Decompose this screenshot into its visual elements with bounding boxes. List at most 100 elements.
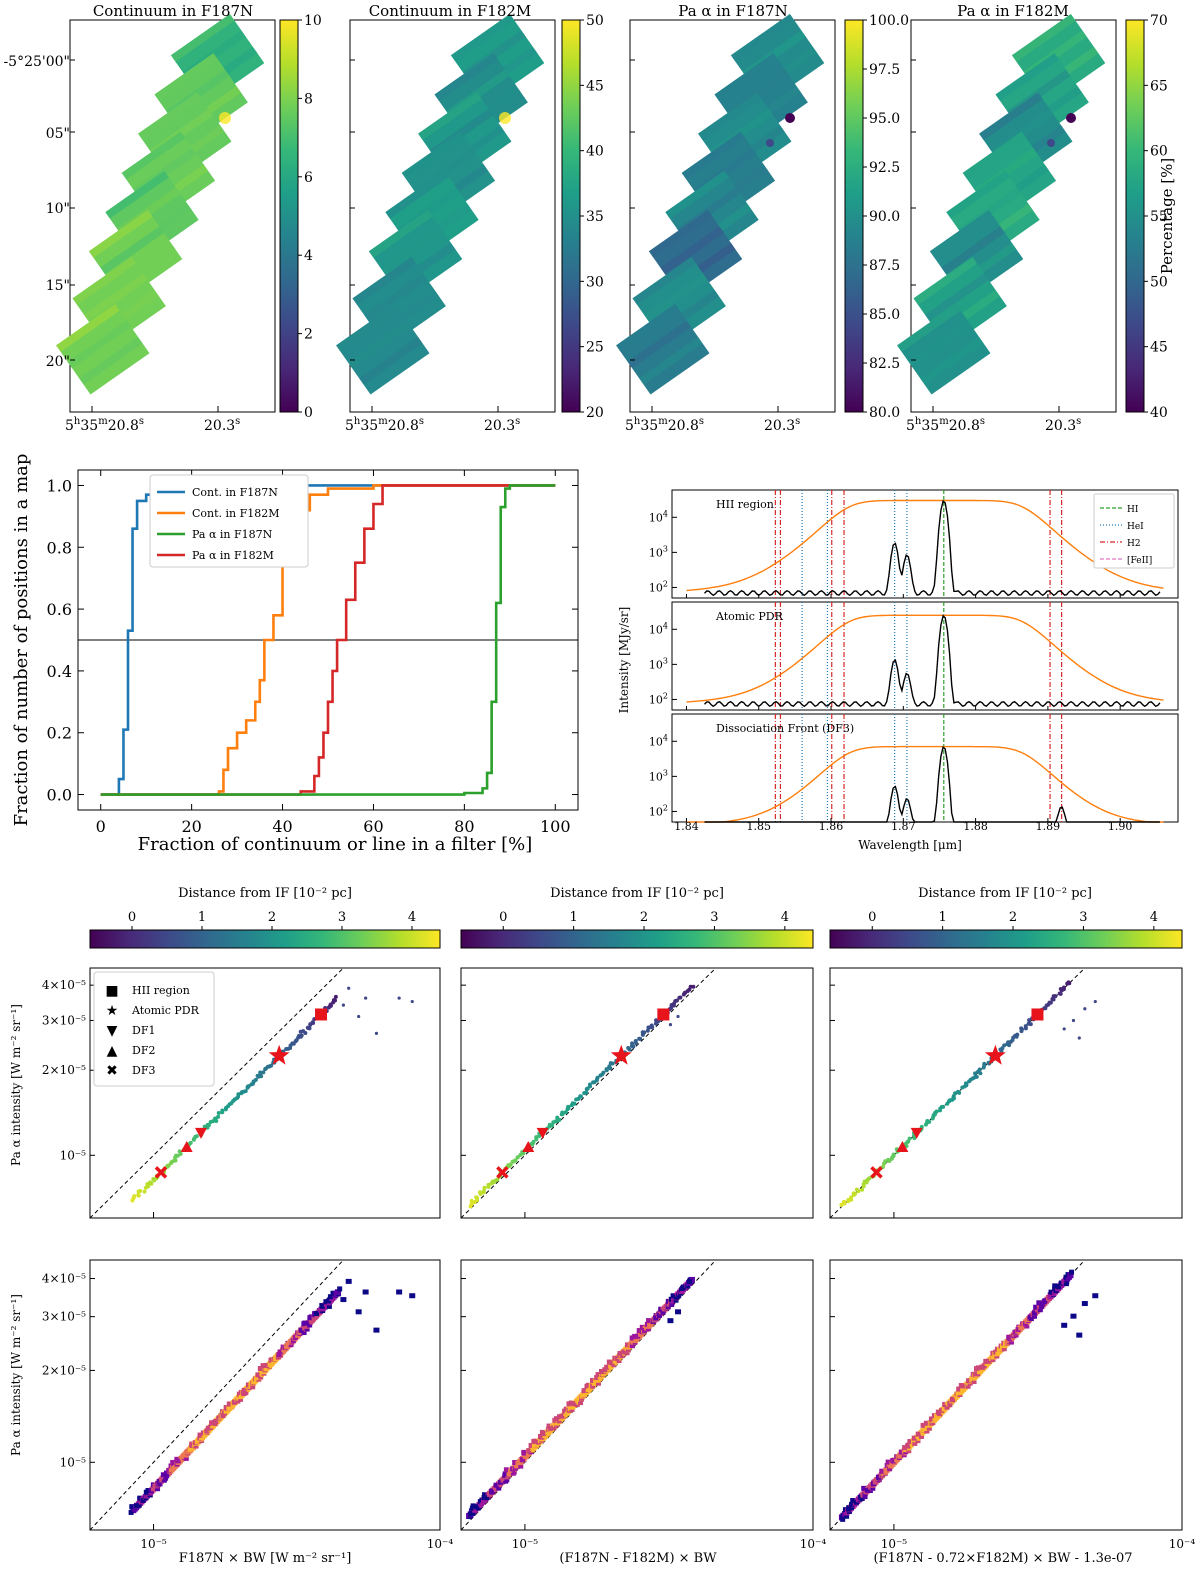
density-cell [1069, 1269, 1075, 1275]
x-tick-label: 10⁻⁴ [1169, 1537, 1196, 1551]
spectrum-label: Dissociation Front (DF3) [716, 722, 854, 735]
colorbar-tick-label: 25 [586, 340, 604, 356]
density-cell [512, 1460, 518, 1466]
ra-tick-label: 20.3s [204, 416, 240, 434]
y-tick-label: 103 [649, 656, 668, 671]
density-cell [1036, 1300, 1042, 1306]
scatter-point [194, 1134, 199, 1139]
density-cell [1001, 1346, 1007, 1352]
density-cell [137, 1495, 143, 1501]
density-cell [960, 1383, 966, 1389]
scatter-point [397, 996, 401, 1000]
ra-tick-label: 20.3s [484, 416, 520, 434]
density-cell [624, 1350, 630, 1356]
dec-tick-label: 10" [46, 201, 70, 217]
density-cell [396, 1289, 403, 1295]
map-stripe [979, 92, 1043, 141]
x-tick-label: 10⁻⁵ [881, 1537, 908, 1551]
scatter-point [607, 1064, 612, 1069]
panel-frame [89, 1259, 441, 1531]
scatter-point [649, 1023, 654, 1028]
density-cell [1022, 1321, 1028, 1327]
scatter-point [982, 1061, 987, 1066]
scatter-point [563, 1110, 568, 1115]
density-panel: 10⁻⁵ 10⁻⁴ [460, 1259, 826, 1551]
scatter-point [849, 1195, 854, 1200]
density-cell [145, 1488, 151, 1494]
density-cell [942, 1401, 948, 1407]
scatter-point [1066, 980, 1071, 985]
density-cell [189, 1442, 195, 1448]
scatter-point [977, 1067, 982, 1072]
density-cell [624, 1342, 630, 1348]
proplyd-dot [219, 112, 231, 124]
marker-atomic-pdr [610, 1044, 632, 1065]
density-cell [923, 1420, 929, 1426]
scatter-point [682, 990, 687, 995]
density-cell [595, 1372, 601, 1378]
colorbar-tick-label: 2 [640, 910, 648, 925]
map-stripe [380, 226, 444, 275]
one-to-one-line [89, 1259, 344, 1531]
map-stripe [941, 226, 1005, 275]
scatter-point [188, 1140, 193, 1145]
y-tick-label: 0.8 [47, 538, 72, 557]
density-cell [409, 1293, 416, 1299]
scatter-point [132, 1194, 137, 1199]
map-stripe [138, 92, 202, 141]
scatter-point [631, 1044, 636, 1049]
scatter-point [579, 1094, 584, 1099]
density-cell [260, 1363, 266, 1369]
hist-ylabel: Pa α intensity [W m⁻² sr⁻¹] [9, 1294, 23, 1456]
spectra-ylabel: Intensity [MJy/sr] [617, 607, 631, 714]
map-stripe [418, 92, 482, 141]
legend-symbol: ▲ [107, 1043, 118, 1059]
y-tick-label: 1.0 [47, 476, 72, 495]
scatter-point [956, 1089, 961, 1094]
colorbar-tick-label: 40 [1150, 405, 1168, 421]
colorbar [561, 19, 581, 413]
scatter-point [630, 1041, 635, 1046]
density-cell [617, 1351, 623, 1357]
density-cell [488, 1488, 494, 1494]
marker-df2 [180, 1140, 193, 1152]
scatter-point [1000, 1046, 1005, 1051]
scatter-point [341, 1003, 345, 1007]
scatter-point [513, 1158, 518, 1163]
density-cell [670, 1293, 676, 1299]
colorbar-tick-label: 4 [408, 910, 416, 925]
colorbar-tick-label: 2 [304, 327, 313, 343]
map-stripe [88, 209, 153, 258]
scatter-point [177, 1149, 182, 1154]
density-cell [653, 1315, 659, 1321]
density-cell [646, 1318, 652, 1324]
scatter-point [925, 1119, 930, 1124]
density-cell [639, 1324, 645, 1330]
density-cell [1012, 1329, 1018, 1335]
colorbar-tick-label: 6 [304, 170, 313, 186]
density-cell [301, 1330, 307, 1336]
y-tick-label: 4×10⁻⁵ [42, 1272, 86, 1286]
density-cell [520, 1457, 526, 1463]
density-cell [848, 1505, 854, 1511]
density-cell [334, 1289, 341, 1296]
colorbar-tick-label: 0 [128, 910, 136, 925]
x-tick-label: 10⁻⁴ [427, 1537, 454, 1551]
spectrum-frame [671, 601, 1179, 711]
legend-label: DF3 [132, 1064, 155, 1077]
marker-df2 [522, 1140, 535, 1152]
distance-colorbar: 0 1 2 3 4 [460, 910, 814, 949]
density-cell [1061, 1322, 1068, 1328]
map-stripe [1011, 13, 1076, 62]
colorbar-tick-label: 95.0 [869, 111, 900, 127]
density-cell [1064, 1279, 1070, 1285]
colorbar-tick-label: 0 [304, 405, 313, 421]
density-cell [686, 1278, 692, 1284]
scatter-point [531, 1139, 536, 1144]
map-stripe [929, 209, 994, 258]
y-tick-label: 104 [649, 509, 668, 524]
density-cell [547, 1425, 553, 1431]
proplyd-dot [499, 112, 511, 124]
colorbar-tick-label: 10 [304, 13, 322, 29]
map-stripe [363, 273, 428, 322]
